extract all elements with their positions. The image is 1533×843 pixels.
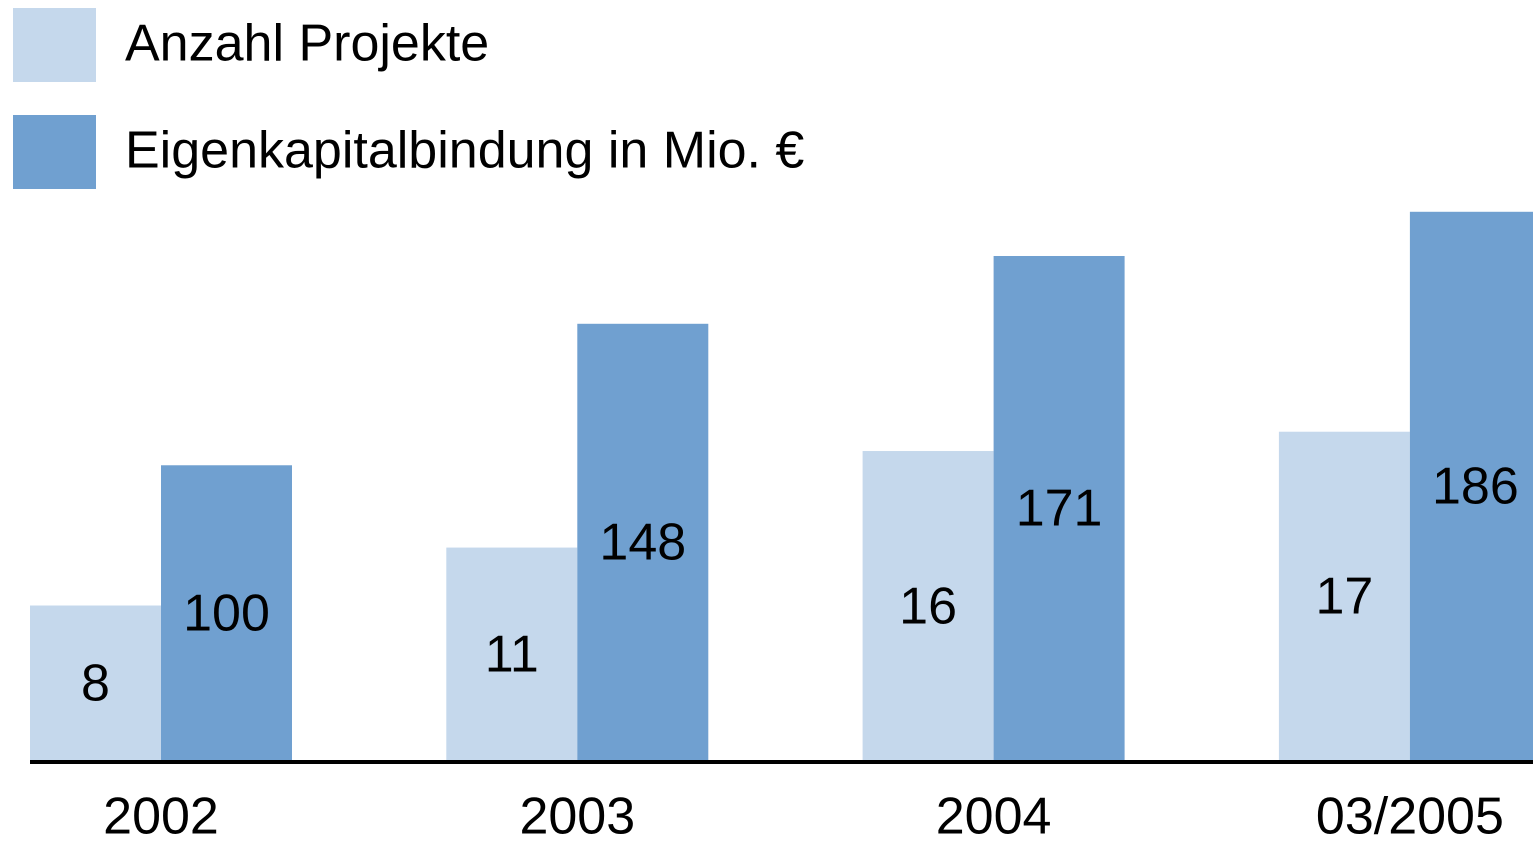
legend-swatch: [13, 115, 96, 189]
x-tick-label: 2004: [936, 788, 1052, 843]
legend-label: Eigenkapitalbindung in Mio. €: [125, 122, 804, 180]
bar: [446, 547, 578, 760]
legend-swatch: [13, 8, 96, 82]
x-tick-label: 2003: [519, 788, 635, 843]
bar: [30, 605, 161, 760]
bar: [161, 465, 292, 760]
value-label: 171: [1016, 480, 1103, 538]
bar: [1278, 431, 1410, 760]
value-label: 11: [485, 626, 539, 684]
x-tick-label: 2002: [103, 788, 219, 843]
value-label: 17: [1315, 568, 1373, 626]
bar: [862, 451, 994, 760]
bar: [577, 323, 709, 760]
legend-label: Anzahl Projekte: [125, 15, 489, 73]
bar: [993, 256, 1125, 760]
value-label: 148: [599, 514, 686, 572]
value-label: 100: [183, 584, 270, 642]
value-label: 16: [899, 577, 957, 635]
value-label: 186: [1432, 458, 1519, 516]
x-tick-label: 03/2005: [1316, 788, 1504, 843]
bar: [1409, 211, 1533, 760]
value-label: 8: [81, 654, 110, 712]
